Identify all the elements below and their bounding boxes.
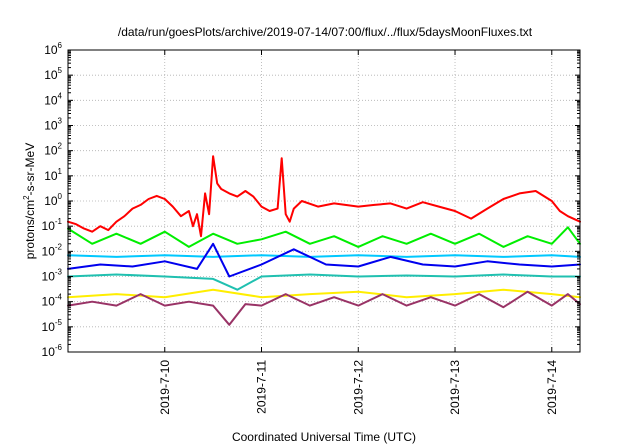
- series-line-3: [67, 254, 581, 258]
- y-tick-label: 10-3: [42, 268, 63, 284]
- y-tick-label: 103: [44, 117, 62, 133]
- x-tick-label: 2019-7-13: [448, 360, 462, 415]
- y-tick-label: 102: [44, 142, 62, 158]
- series-line-4: [67, 242, 581, 278]
- y-axis-label: protons/cm2-s-sr-MeV: [22, 143, 37, 259]
- y-tick-label: 100: [44, 192, 62, 208]
- series-line-6: [67, 288, 581, 299]
- y-tick-label: 10-6: [42, 343, 63, 359]
- y-tick-label: 104: [44, 91, 62, 107]
- x-tick-label: 2019-7-10: [158, 360, 172, 415]
- x-tick-label: 2019-7-12: [351, 360, 365, 415]
- y-axis: 10-6 10-5 10-4 10-3 10-2 10-1 100 101 102 103 104 1…: [42, 41, 580, 359]
- x-axis-label: Coordinated Universal Time (UTC): [232, 430, 416, 444]
- y-tick-label: 105: [44, 66, 62, 82]
- y-axis-label-base: protons/cm: [23, 200, 37, 259]
- y-tick-label: 106: [44, 41, 62, 57]
- y-axis-label-rest: -s-sr-MeV: [23, 143, 37, 196]
- y-tick-label: 101: [44, 167, 62, 183]
- x-tick-label: 2019-7-11: [255, 360, 269, 414]
- chart-title: /data/run/goesPlots/archive/2019-07-14/0…: [118, 25, 533, 39]
- y-axis-label-sup: 2: [22, 195, 31, 200]
- series-layer: [67, 155, 581, 326]
- x-tick-label: 2019-7-14: [545, 360, 559, 415]
- series-line-5: [67, 273, 581, 291]
- y-tick-label: 10-1: [42, 217, 63, 233]
- series-line-2: [67, 226, 581, 248]
- y-tick-label: 10-4: [42, 293, 63, 309]
- y-tick-label: 10-5: [42, 318, 63, 334]
- y-tick-label: 10-2: [42, 242, 63, 258]
- series-line-7: [67, 290, 581, 326]
- x-axis: 2019-7-10 2019-7-11 2019-7-12 2019-7-13 2019…: [158, 50, 559, 415]
- series-line-1: [67, 155, 581, 238]
